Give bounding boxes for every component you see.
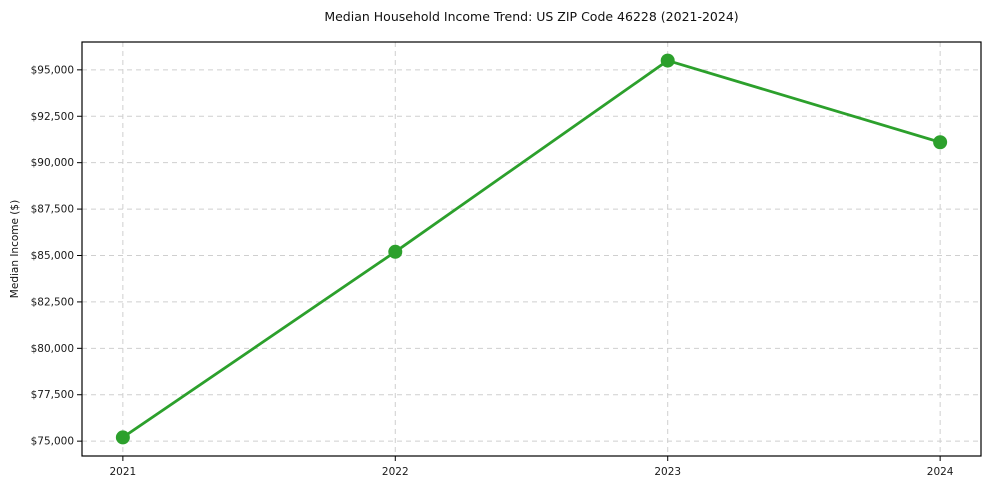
- x-tick-label: 2021: [109, 466, 136, 478]
- chart-title: Median Household Income Trend: US ZIP Co…: [324, 9, 739, 24]
- data-point-2021: [115, 430, 130, 445]
- axes-frame: [81, 41, 982, 457]
- y-tick-label: $80,000: [31, 343, 74, 355]
- y-tick-label: $87,500: [31, 204, 74, 216]
- y-tick-label: $85,000: [31, 250, 74, 262]
- x-tick-label: 2023: [654, 466, 681, 478]
- y-tick-label: $77,500: [31, 389, 74, 401]
- y-tick-label: $75,000: [31, 436, 74, 448]
- x-tick-label: 2022: [382, 466, 409, 478]
- data-point-2023: [660, 53, 675, 68]
- y-axis-label: Median Income ($): [9, 199, 21, 299]
- y-tick-label: $82,500: [31, 296, 74, 308]
- y-tick-label: $95,000: [31, 64, 74, 76]
- y-tick-label: $92,500: [31, 111, 74, 123]
- income-trend-line: [121, 59, 942, 439]
- x-tick-label: 2024: [927, 466, 954, 478]
- data-point-2024: [933, 135, 948, 150]
- y-tick-label: $90,000: [31, 157, 74, 169]
- data-point-2022: [388, 244, 403, 259]
